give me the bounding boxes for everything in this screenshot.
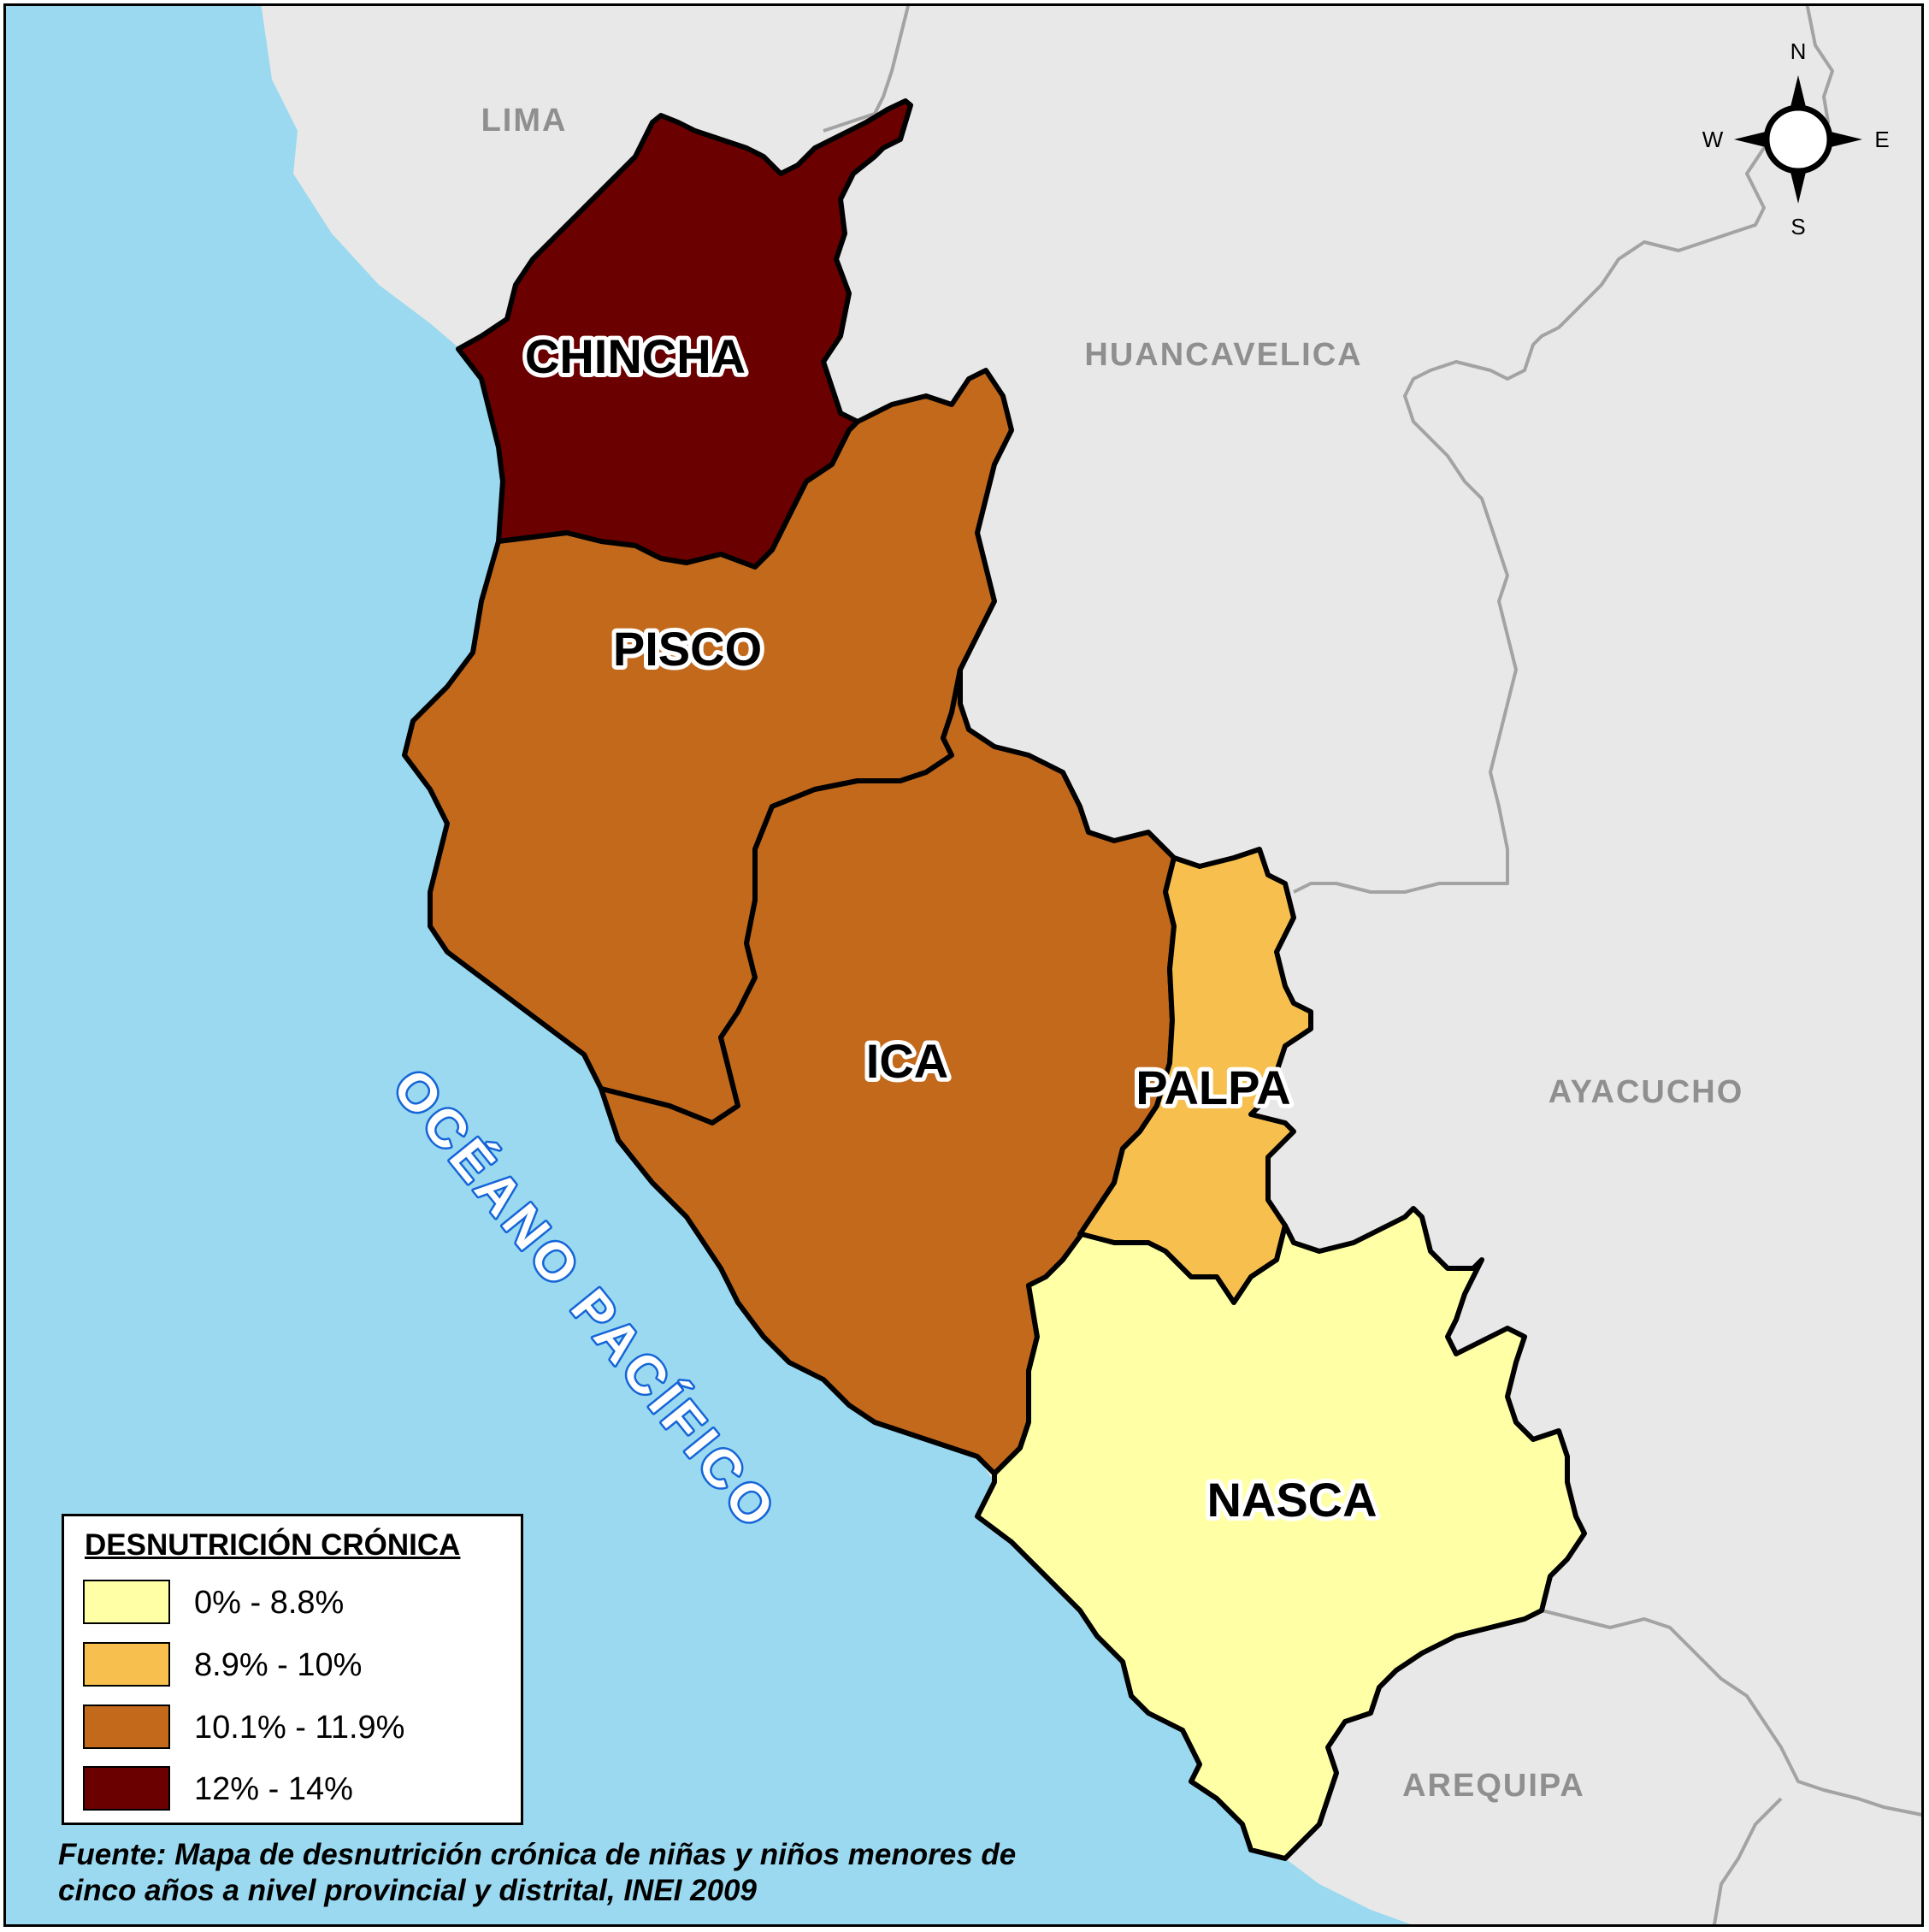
legend-swatch bbox=[83, 1766, 170, 1811]
compass-label-e: E bbox=[1874, 127, 1889, 152]
compass-needle-south bbox=[1790, 172, 1806, 204]
legend: DESNUTRICIÓN CRÓNICA 0% - 8.8% 8.9% - 10… bbox=[62, 1514, 523, 1825]
neighbor-label-ayacucho: AYACUCHO bbox=[1549, 1074, 1744, 1110]
compass-needle-west bbox=[1734, 132, 1766, 147]
compass-needle-north bbox=[1790, 75, 1806, 107]
neighbor-label-arequipa: AREQUIPA bbox=[1402, 1768, 1585, 1804]
compass-needle-east bbox=[1831, 132, 1862, 147]
compass-label-n: N bbox=[1790, 38, 1807, 64]
source-note: Fuente: Mapa de desnutrición crónica de … bbox=[58, 1837, 1170, 1909]
legend-title: DESNUTRICIÓN CRÓNICA bbox=[85, 1528, 461, 1562]
legend-label: 8.9% - 10% bbox=[194, 1647, 363, 1683]
province-label-pisco: PISCO bbox=[613, 622, 762, 676]
source-line-1: Fuente: Mapa de desnutrición crónica de … bbox=[58, 1838, 1017, 1871]
provinces bbox=[402, 98, 1587, 1861]
legend-swatch bbox=[83, 1580, 170, 1624]
legend-item: 8.9% - 10% bbox=[83, 1642, 510, 1690]
source-line-2: cinco años a nivel provincial y distrita… bbox=[58, 1874, 757, 1907]
legend-item: 0% - 8.8% bbox=[83, 1580, 510, 1628]
compass-ring bbox=[1763, 104, 1833, 174]
neighbor-label-huancavelica: HUANCAVELICA bbox=[1084, 337, 1362, 373]
province-label-chincha: CHINCHA bbox=[525, 329, 746, 383]
province-label-nasca: NASCA bbox=[1206, 1473, 1377, 1527]
province-label-palpa: PALPA bbox=[1136, 1061, 1290, 1114]
legend-label: 12% - 14% bbox=[194, 1771, 353, 1807]
legend-swatch bbox=[83, 1642, 170, 1687]
department-borders bbox=[823, 6, 1921, 1924]
legend-swatch bbox=[83, 1705, 170, 1749]
legend-label: 10.1% - 11.9% bbox=[194, 1710, 405, 1746]
legend-label: 0% - 8.8% bbox=[194, 1585, 345, 1621]
legend-item: 10.1% - 11.9% bbox=[83, 1705, 510, 1752]
ocean-area bbox=[6, 6, 1411, 1924]
province-label-ica: ICA bbox=[866, 1034, 948, 1088]
legend-item: 12% - 14% bbox=[83, 1766, 510, 1814]
neighbor-label-lima: LIMA bbox=[481, 103, 568, 139]
compass-rose: N S E W bbox=[1702, 38, 1890, 239]
province-nasca bbox=[975, 1206, 1587, 1861]
compass-label-w: W bbox=[1702, 127, 1724, 152]
compass-label-s: S bbox=[1790, 214, 1805, 239]
